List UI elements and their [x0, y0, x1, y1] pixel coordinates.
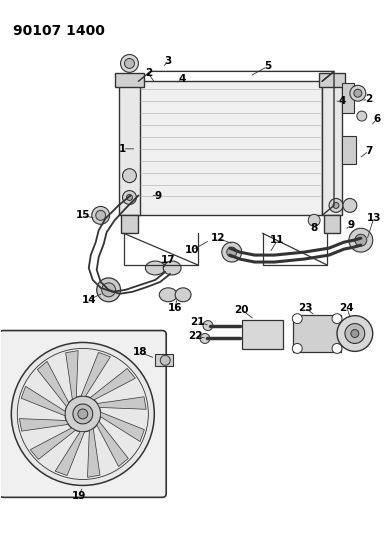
Text: 22: 22: [188, 330, 202, 341]
Text: 10: 10: [185, 245, 199, 255]
Text: 4: 4: [338, 96, 346, 106]
Polygon shape: [21, 386, 65, 416]
Circle shape: [127, 195, 132, 200]
Circle shape: [97, 278, 120, 302]
Text: 24: 24: [339, 303, 354, 313]
Text: 19: 19: [72, 491, 86, 502]
Polygon shape: [55, 432, 85, 475]
Circle shape: [222, 242, 242, 262]
Circle shape: [332, 313, 342, 324]
Bar: [322, 82, 342, 215]
Polygon shape: [97, 397, 146, 409]
Bar: [138, 82, 322, 215]
Text: 90107 1400: 90107 1400: [13, 24, 105, 38]
Circle shape: [349, 228, 373, 252]
Bar: [293, 314, 341, 352]
Bar: [242, 320, 283, 350]
Bar: [319, 74, 345, 87]
Text: 17: 17: [161, 255, 176, 265]
Text: 9: 9: [347, 220, 354, 230]
Bar: [155, 354, 173, 366]
Circle shape: [337, 316, 373, 351]
Circle shape: [292, 343, 302, 353]
Text: 4: 4: [178, 74, 186, 84]
Polygon shape: [81, 352, 111, 396]
Ellipse shape: [163, 261, 181, 275]
Circle shape: [350, 85, 366, 101]
Circle shape: [11, 343, 154, 486]
Circle shape: [351, 329, 359, 337]
Circle shape: [92, 206, 110, 224]
Circle shape: [333, 203, 339, 208]
Circle shape: [227, 247, 237, 257]
Ellipse shape: [145, 261, 165, 275]
Text: 1: 1: [119, 144, 126, 154]
Text: 3: 3: [165, 56, 172, 67]
Circle shape: [355, 234, 367, 246]
Circle shape: [345, 324, 365, 343]
Text: 15: 15: [76, 211, 90, 220]
Circle shape: [65, 396, 101, 432]
Circle shape: [96, 211, 106, 220]
Text: 20: 20: [234, 305, 249, 314]
Circle shape: [332, 343, 342, 353]
Circle shape: [308, 214, 320, 227]
Polygon shape: [100, 412, 144, 441]
Circle shape: [292, 313, 302, 324]
Bar: [120, 215, 138, 233]
Polygon shape: [87, 429, 100, 478]
Circle shape: [102, 283, 116, 297]
Polygon shape: [97, 421, 128, 466]
Text: 18: 18: [133, 348, 148, 358]
Bar: [118, 82, 140, 215]
Circle shape: [125, 59, 134, 68]
Text: 5: 5: [264, 61, 271, 71]
Text: 13: 13: [367, 213, 381, 223]
Bar: [342, 136, 356, 164]
Circle shape: [357, 111, 367, 121]
Polygon shape: [30, 428, 76, 459]
Text: 6: 6: [373, 114, 380, 124]
Text: 2: 2: [365, 94, 372, 104]
Circle shape: [120, 54, 138, 72]
Circle shape: [78, 409, 88, 419]
Bar: [114, 74, 144, 87]
Bar: [324, 215, 340, 233]
Text: 12: 12: [211, 233, 225, 243]
Circle shape: [123, 169, 136, 183]
Circle shape: [329, 198, 343, 212]
Text: 2: 2: [145, 68, 152, 78]
Circle shape: [160, 356, 170, 365]
Polygon shape: [37, 361, 69, 407]
FancyBboxPatch shape: [0, 330, 166, 497]
Text: 9: 9: [155, 190, 162, 200]
Circle shape: [73, 404, 93, 424]
Text: 11: 11: [270, 235, 285, 245]
Polygon shape: [90, 368, 135, 400]
Text: 14: 14: [82, 295, 96, 305]
Circle shape: [354, 89, 362, 97]
Circle shape: [203, 321, 213, 330]
Polygon shape: [20, 418, 68, 431]
Text: 21: 21: [190, 317, 204, 327]
Ellipse shape: [159, 288, 177, 302]
Text: 7: 7: [365, 146, 372, 156]
Text: 23: 23: [298, 303, 312, 313]
Ellipse shape: [175, 288, 191, 302]
Text: 16: 16: [168, 303, 182, 313]
Bar: [342, 83, 354, 113]
Circle shape: [200, 334, 210, 343]
Circle shape: [343, 198, 357, 212]
Polygon shape: [65, 351, 78, 399]
Circle shape: [123, 190, 136, 205]
Text: 8: 8: [310, 223, 318, 233]
